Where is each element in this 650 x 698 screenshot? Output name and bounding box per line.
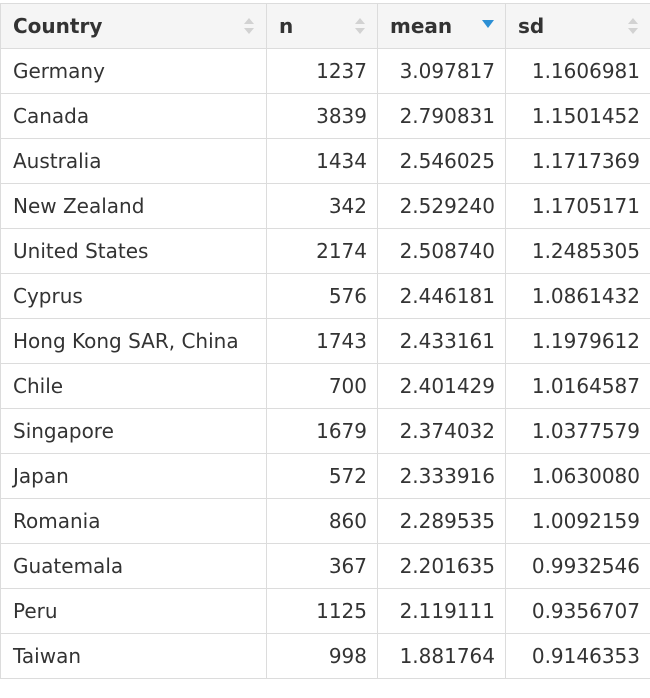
cell-n: 860 bbox=[266, 498, 378, 544]
cell-country: Chile bbox=[0, 363, 267, 409]
cell-n: 1237 bbox=[266, 48, 378, 94]
cell-mean: 3.097817 bbox=[377, 48, 506, 94]
column-header-label: sd bbox=[518, 14, 545, 38]
table-header: Country n mean sd bbox=[0, 3, 650, 49]
cell-country: Hong Kong SAR, China bbox=[0, 318, 267, 364]
cell-sd: 1.1717369 bbox=[505, 138, 650, 184]
cell-mean: 2.201635 bbox=[377, 543, 506, 589]
cell-mean: 2.289535 bbox=[377, 498, 506, 544]
cell-n: 700 bbox=[266, 363, 378, 409]
cell-sd: 1.1705171 bbox=[505, 183, 650, 229]
cell-mean: 2.119111 bbox=[377, 588, 506, 634]
cell-sd: 1.1979612 bbox=[505, 318, 650, 364]
table-row: Taiwan 998 1.881764 0.9146353 bbox=[0, 633, 650, 679]
cell-mean: 2.446181 bbox=[377, 273, 506, 319]
cell-n: 1125 bbox=[266, 588, 378, 634]
table-row: Guatemala 367 2.201635 0.9932546 bbox=[0, 543, 650, 589]
table-row: Hong Kong SAR, China 1743 2.433161 1.197… bbox=[0, 318, 650, 364]
cell-country: Canada bbox=[0, 93, 267, 139]
cell-n: 342 bbox=[266, 183, 378, 229]
cell-country: Australia bbox=[0, 138, 267, 184]
cell-n: 1743 bbox=[266, 318, 378, 364]
table-row: Cyprus 576 2.446181 1.0861432 bbox=[0, 273, 650, 319]
column-header-n[interactable]: n bbox=[266, 3, 378, 49]
table-row: Romania 860 2.289535 1.0092159 bbox=[0, 498, 650, 544]
table-body: Germany 1237 3.097817 1.1606981 Canada 3… bbox=[0, 48, 650, 679]
cell-mean: 2.433161 bbox=[377, 318, 506, 364]
cell-n: 1679 bbox=[266, 408, 378, 454]
table-row: Chile 700 2.401429 1.0164587 bbox=[0, 363, 650, 409]
sort-icon[interactable] bbox=[355, 18, 365, 34]
column-header-mean[interactable]: mean bbox=[377, 3, 506, 49]
cell-n: 1434 bbox=[266, 138, 378, 184]
table-row: Canada 3839 2.790831 1.1501452 bbox=[0, 93, 650, 139]
table-row: Japan 572 2.333916 1.0630080 bbox=[0, 453, 650, 499]
cell-n: 572 bbox=[266, 453, 378, 499]
table-row: Germany 1237 3.097817 1.1606981 bbox=[0, 48, 650, 94]
cell-mean: 2.374032 bbox=[377, 408, 506, 454]
column-header-country[interactable]: Country bbox=[0, 3, 267, 49]
cell-sd: 1.1606981 bbox=[505, 48, 650, 94]
cell-sd: 1.0377579 bbox=[505, 408, 650, 454]
column-header-label: mean bbox=[390, 14, 453, 38]
cell-mean: 2.401429 bbox=[377, 363, 506, 409]
cell-country: United States bbox=[0, 228, 267, 274]
cell-n: 367 bbox=[266, 543, 378, 589]
cell-mean: 2.790831 bbox=[377, 93, 506, 139]
cell-country: Singapore bbox=[0, 408, 267, 454]
data-table: Country n mean sd Germany 1237 3.097817 … bbox=[0, 3, 650, 679]
header-row: Country n mean sd bbox=[0, 3, 650, 49]
cell-country: New Zealand bbox=[0, 183, 267, 229]
column-header-sd[interactable]: sd bbox=[505, 3, 650, 49]
table-row: New Zealand 342 2.529240 1.1705171 bbox=[0, 183, 650, 229]
cell-sd: 0.9146353 bbox=[505, 633, 650, 679]
cell-sd: 1.0630080 bbox=[505, 453, 650, 499]
table-row: Australia 1434 2.546025 1.1717369 bbox=[0, 138, 650, 184]
cell-sd: 1.1501452 bbox=[505, 93, 650, 139]
cell-n: 998 bbox=[266, 633, 378, 679]
cell-country: Japan bbox=[0, 453, 267, 499]
cell-country: Romania bbox=[0, 498, 267, 544]
cell-country: Taiwan bbox=[0, 633, 267, 679]
column-header-label: n bbox=[279, 14, 294, 38]
cell-mean: 2.529240 bbox=[377, 183, 506, 229]
table-row: United States 2174 2.508740 1.2485305 bbox=[0, 228, 650, 274]
cell-sd: 1.0861432 bbox=[505, 273, 650, 319]
cell-mean: 1.881764 bbox=[377, 633, 506, 679]
cell-n: 3839 bbox=[266, 93, 378, 139]
cell-mean: 2.546025 bbox=[377, 138, 506, 184]
cell-n: 576 bbox=[266, 273, 378, 319]
table-row: Singapore 1679 2.374032 1.0377579 bbox=[0, 408, 650, 454]
cell-sd: 1.0092159 bbox=[505, 498, 650, 544]
cell-mean: 2.333916 bbox=[377, 453, 506, 499]
cell-n: 2174 bbox=[266, 228, 378, 274]
cell-country: Germany bbox=[0, 48, 267, 94]
cell-sd: 0.9932546 bbox=[505, 543, 650, 589]
cell-sd: 1.0164587 bbox=[505, 363, 650, 409]
cell-country: Peru bbox=[0, 588, 267, 634]
cell-country: Guatemala bbox=[0, 543, 267, 589]
cell-sd: 1.2485305 bbox=[505, 228, 650, 274]
table-row: Peru 1125 2.119111 0.9356707 bbox=[0, 588, 650, 634]
sort-descending-icon[interactable] bbox=[482, 18, 494, 34]
sort-icon[interactable] bbox=[628, 18, 638, 34]
cell-sd: 0.9356707 bbox=[505, 588, 650, 634]
cell-mean: 2.508740 bbox=[377, 228, 506, 274]
column-header-label: Country bbox=[13, 14, 103, 38]
sort-icon[interactable] bbox=[244, 18, 254, 34]
cell-country: Cyprus bbox=[0, 273, 267, 319]
